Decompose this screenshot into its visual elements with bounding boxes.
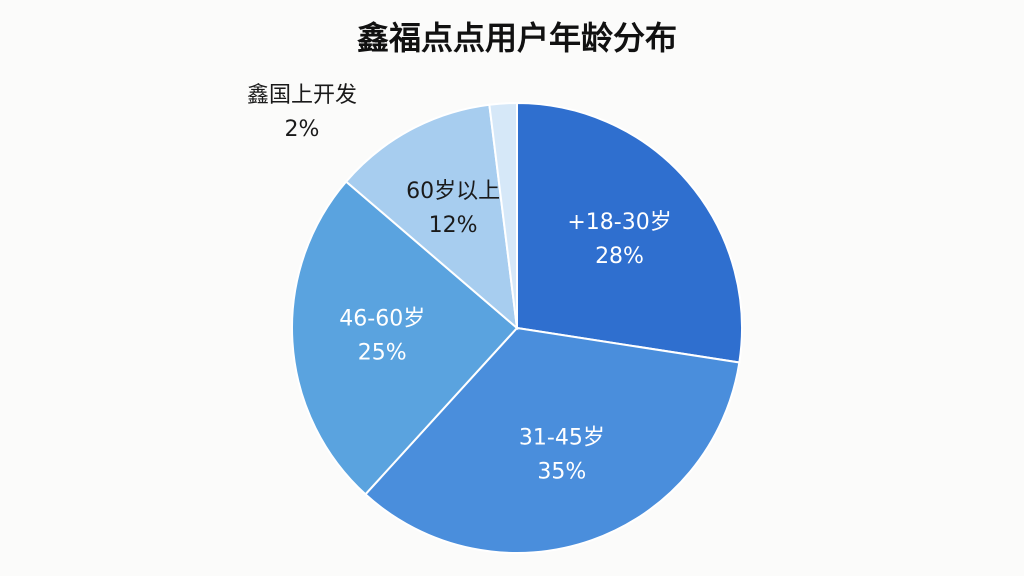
slice-label: 60岁以上 (406, 179, 500, 204)
slice-value-label: 35% (537, 459, 586, 484)
pie-slice (344, 103, 519, 331)
chart-title: 鑫福点点用户年龄分布 (357, 19, 677, 57)
pie-slice (516, 101, 743, 364)
slice-value-label: 28% (595, 244, 644, 269)
slice-value-label: 2% (285, 117, 320, 142)
slice-value-label: 25% (358, 340, 407, 365)
slice-label: 31-45岁 (519, 425, 605, 450)
slice-label: 46-60岁 (339, 306, 425, 331)
pie-slice (364, 326, 741, 554)
slice-label: 鑫国上开发 (247, 83, 357, 108)
pie-slice (291, 180, 519, 496)
slice-label: +18-30岁 (567, 210, 671, 235)
slice-value-label: 12% (429, 213, 478, 238)
pie-slice (488, 101, 518, 329)
